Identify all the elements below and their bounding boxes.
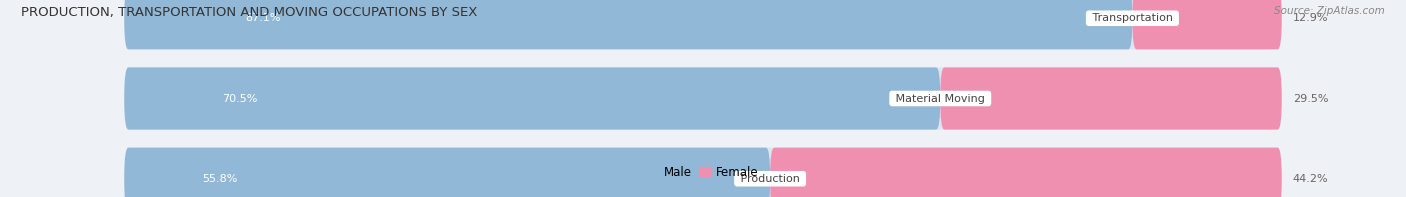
FancyBboxPatch shape xyxy=(124,148,770,197)
FancyBboxPatch shape xyxy=(1132,0,1282,49)
FancyBboxPatch shape xyxy=(124,67,1282,130)
Text: Transportation: Transportation xyxy=(1088,13,1177,23)
FancyBboxPatch shape xyxy=(941,67,1282,130)
Text: 12.9%: 12.9% xyxy=(1292,13,1329,23)
Text: 87.1%: 87.1% xyxy=(245,13,281,23)
Text: Material Moving: Material Moving xyxy=(891,94,988,103)
FancyBboxPatch shape xyxy=(124,0,1132,49)
Text: 44.2%: 44.2% xyxy=(1292,174,1329,184)
FancyBboxPatch shape xyxy=(124,0,1282,49)
Text: 55.8%: 55.8% xyxy=(202,174,238,184)
Text: 70.5%: 70.5% xyxy=(222,94,257,103)
Text: Source: ZipAtlas.com: Source: ZipAtlas.com xyxy=(1274,6,1385,16)
Text: PRODUCTION, TRANSPORTATION AND MOVING OCCUPATIONS BY SEX: PRODUCTION, TRANSPORTATION AND MOVING OC… xyxy=(21,6,478,19)
FancyBboxPatch shape xyxy=(770,148,1282,197)
Text: Production: Production xyxy=(737,174,803,184)
FancyBboxPatch shape xyxy=(124,148,1282,197)
Text: 29.5%: 29.5% xyxy=(1292,94,1329,103)
Legend: Male, Female: Male, Female xyxy=(648,166,758,179)
FancyBboxPatch shape xyxy=(124,67,941,130)
